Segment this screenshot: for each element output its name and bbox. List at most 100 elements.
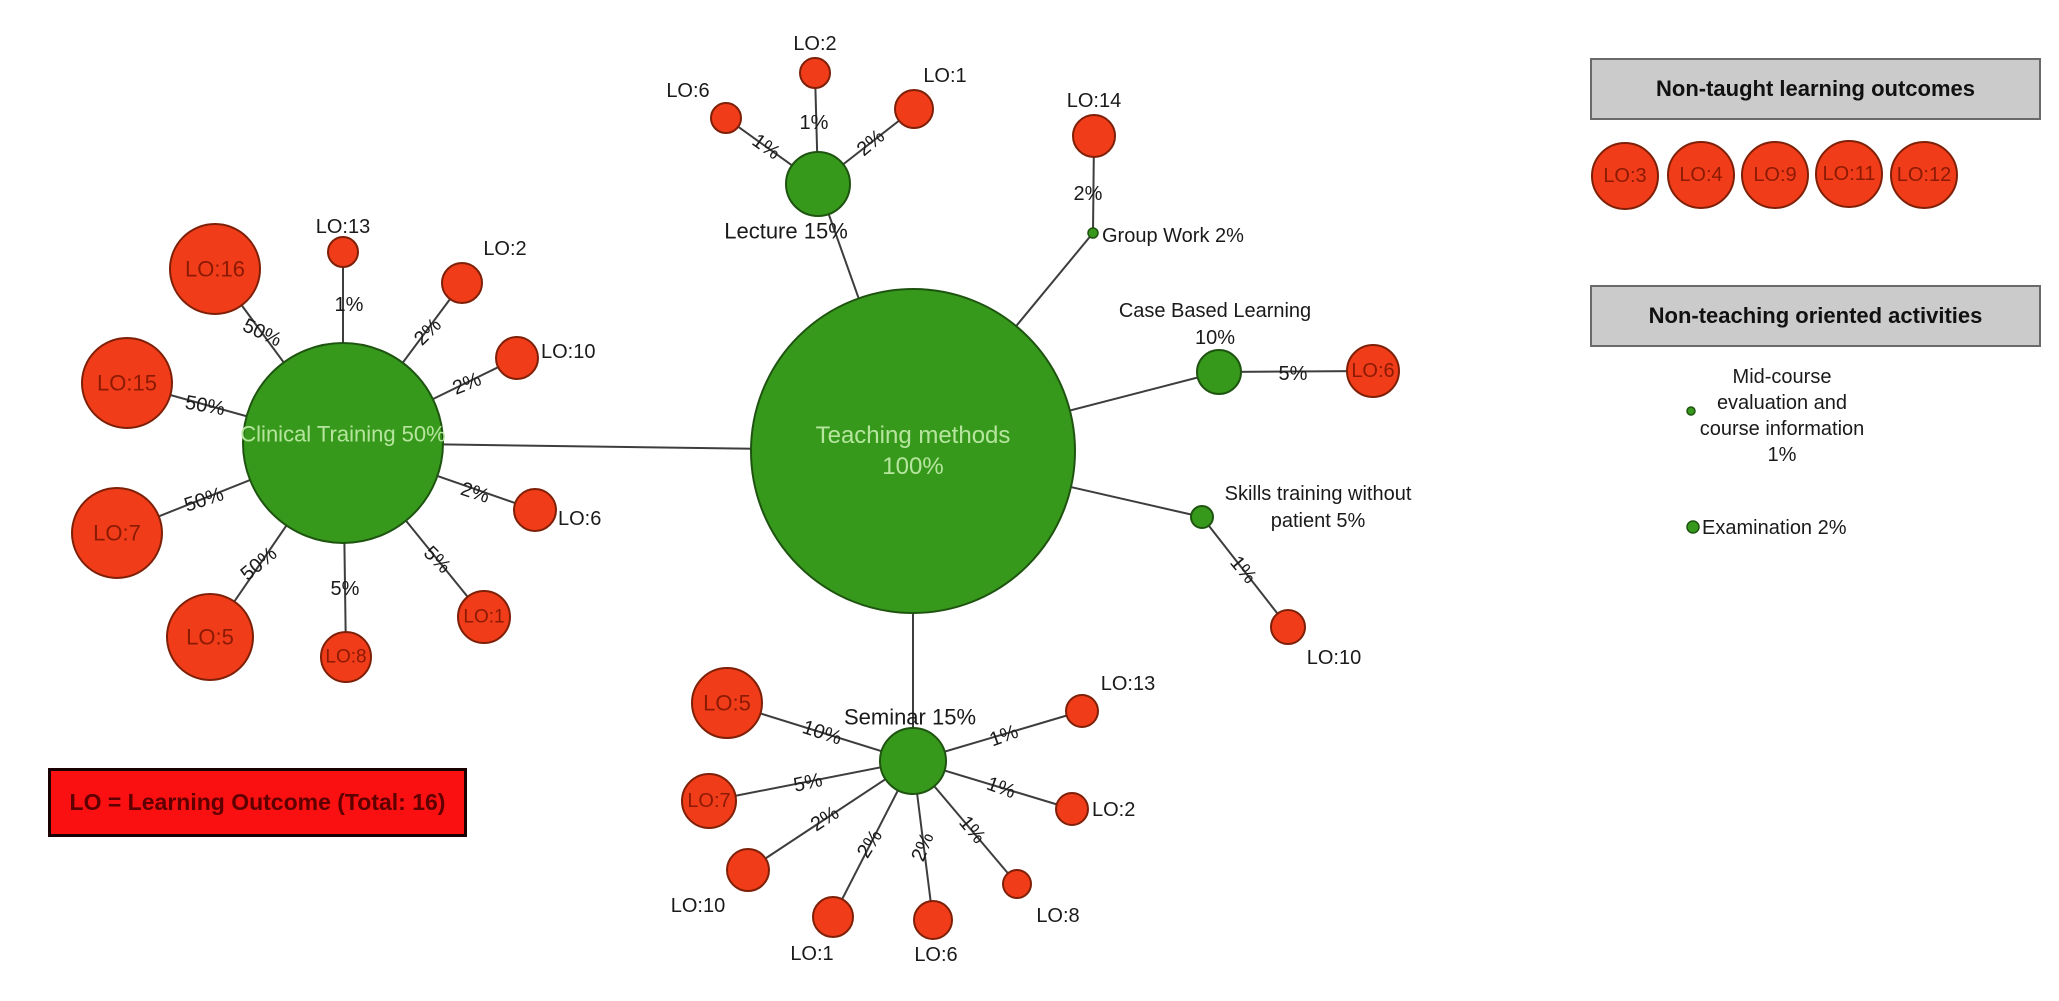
edge-label-clinical-c15: 50% [183,392,226,421]
node-l6 [710,102,742,134]
node-label-midcoursedot-line4: 1% [1768,444,1797,466]
node-label-c13: LO:13 [316,216,370,238]
edge-label-seminar-se1: 2% [853,826,887,862]
node-label-skills-line2: patient 5% [1271,510,1366,532]
node-label-se8: LO:8 [1036,905,1079,927]
legend-header-non-teaching: Non-teaching oriented activities [1590,285,2041,347]
edge-label-lecture-l1: 2% [853,125,889,161]
node-se13 [1065,694,1099,728]
node-label-se7: LO:7 [687,790,730,812]
node-label-seminar: Seminar 15% [844,705,976,730]
edge-label-lecture-l2: 1% [800,112,829,134]
node-label-l6: LO:6 [666,80,709,102]
node-label-c6: LO:6 [558,508,601,530]
node-label-midcoursedot-line3: course information [1700,418,1865,440]
node-label-midcoursedot-line2: evaluation and [1717,392,1847,414]
node-g9 [1741,141,1809,209]
edge-skills-s10 [1201,516,1289,628]
node-g11 [1815,140,1883,208]
edge-seminar-se7 [708,760,914,802]
node-label-c16: LO:16 [185,257,245,282]
node-label-se10: LO:10 [671,895,725,917]
node-label-g9: LO:9 [1753,164,1796,186]
node-c1 [457,590,511,644]
node-label-midcoursedot-line1: Mid-course [1733,366,1832,388]
edge-label-groupwork-l14: 2% [1074,183,1103,205]
node-c2 [441,262,483,304]
node-label-examdot: Examination 2% [1702,517,1847,539]
node-label-cb6: LO:6 [1351,360,1394,382]
node-label-clinical: Clinical Training 50% [240,422,445,447]
node-label-se6: LO:6 [914,944,957,966]
node-label-central-line2: 100% [882,453,943,480]
legend-header-non-taught: Non-taught learning outcomes [1590,58,2041,120]
node-se1 [812,896,854,938]
node-skills [1190,505,1214,529]
edge-label-clinical-c5: 50% [237,543,282,586]
edge-label-seminar-se13: 1% [987,721,1022,752]
lo-abbreviation-note-box: LO = Learning Outcome (Total: 16) [48,768,467,837]
node-label-skills-line1: Skills training without [1225,483,1412,505]
node-label-g11: LO:11 [1823,163,1876,185]
node-label-c7: LO:7 [93,521,141,546]
node-se7 [681,773,737,829]
node-label-c2: LO:2 [483,238,526,260]
node-label-se1: LO:1 [790,943,833,965]
node-g12 [1890,141,1958,209]
nodes-layer [71,57,1958,940]
edge-label-seminar-se10: 2% [807,802,843,836]
node-label-central-line1: Teaching methods [816,422,1011,449]
edge-label-clinical-c10: 2% [449,368,484,399]
node-label-l14: LO:14 [1067,90,1121,112]
node-g3 [1591,142,1659,210]
edge-label-clinical-c8: 5% [331,578,360,600]
node-clinical [242,342,444,544]
node-se8 [1002,869,1032,899]
node-l14 [1072,114,1116,158]
node-label-c1: LO:1 [463,607,504,628]
node-label-g3: LO:3 [1603,165,1646,187]
node-se2 [1055,792,1089,826]
node-c15 [81,337,173,429]
node-groupwork [1087,227,1099,239]
edge-label-clinical-c6: 2% [458,478,492,508]
edge-label-clinical-c1: 5% [419,542,455,578]
node-label-groupwork: Group Work 2% [1102,225,1244,247]
node-cb6 [1346,344,1400,398]
node-label-l1: LO:1 [923,65,966,87]
node-se5 [691,667,763,739]
node-lecture [785,151,851,217]
edge-label-clinical-c13: 1% [335,294,364,316]
node-label-c10: LO:10 [541,341,595,363]
node-g4 [1667,141,1735,209]
node-label-g12: LO:12 [1897,164,1951,186]
edge-label-seminar-se2: 1% [984,773,1019,804]
node-midcoursedot [1686,406,1696,416]
node-c16 [169,223,261,315]
node-l2 [799,57,831,89]
node-label-se2: LO:2 [1092,799,1135,821]
edge-label-seminar-se5: 10% [800,716,845,749]
edge-label-cbl-cb6: 5% [1279,363,1308,385]
node-label-s10: LO:10 [1307,647,1361,669]
node-l1 [894,89,934,129]
node-label-l2: LO:2 [793,33,836,55]
node-label-se13: LO:13 [1101,673,1155,695]
node-label-se5: LO:5 [703,691,751,716]
node-s10 [1270,609,1306,645]
node-label-cbl-line2: 10% [1195,327,1235,349]
node-c10 [495,336,539,380]
node-c7 [71,487,163,579]
node-label-c8: LO:8 [325,647,366,668]
edge-label-seminar-se6: 2% [907,829,938,864]
edge-label-clinical-c16: 50% [239,315,285,352]
node-c8 [320,631,372,683]
node-label-lecture: Lecture 15% [724,219,848,244]
node-se10 [726,848,770,892]
edge-label-seminar-se7: 5% [792,769,825,797]
node-cbl [1196,349,1242,395]
node-label-cbl-line1: Case Based Learning [1119,300,1311,322]
node-label-c5: LO:5 [186,625,234,650]
